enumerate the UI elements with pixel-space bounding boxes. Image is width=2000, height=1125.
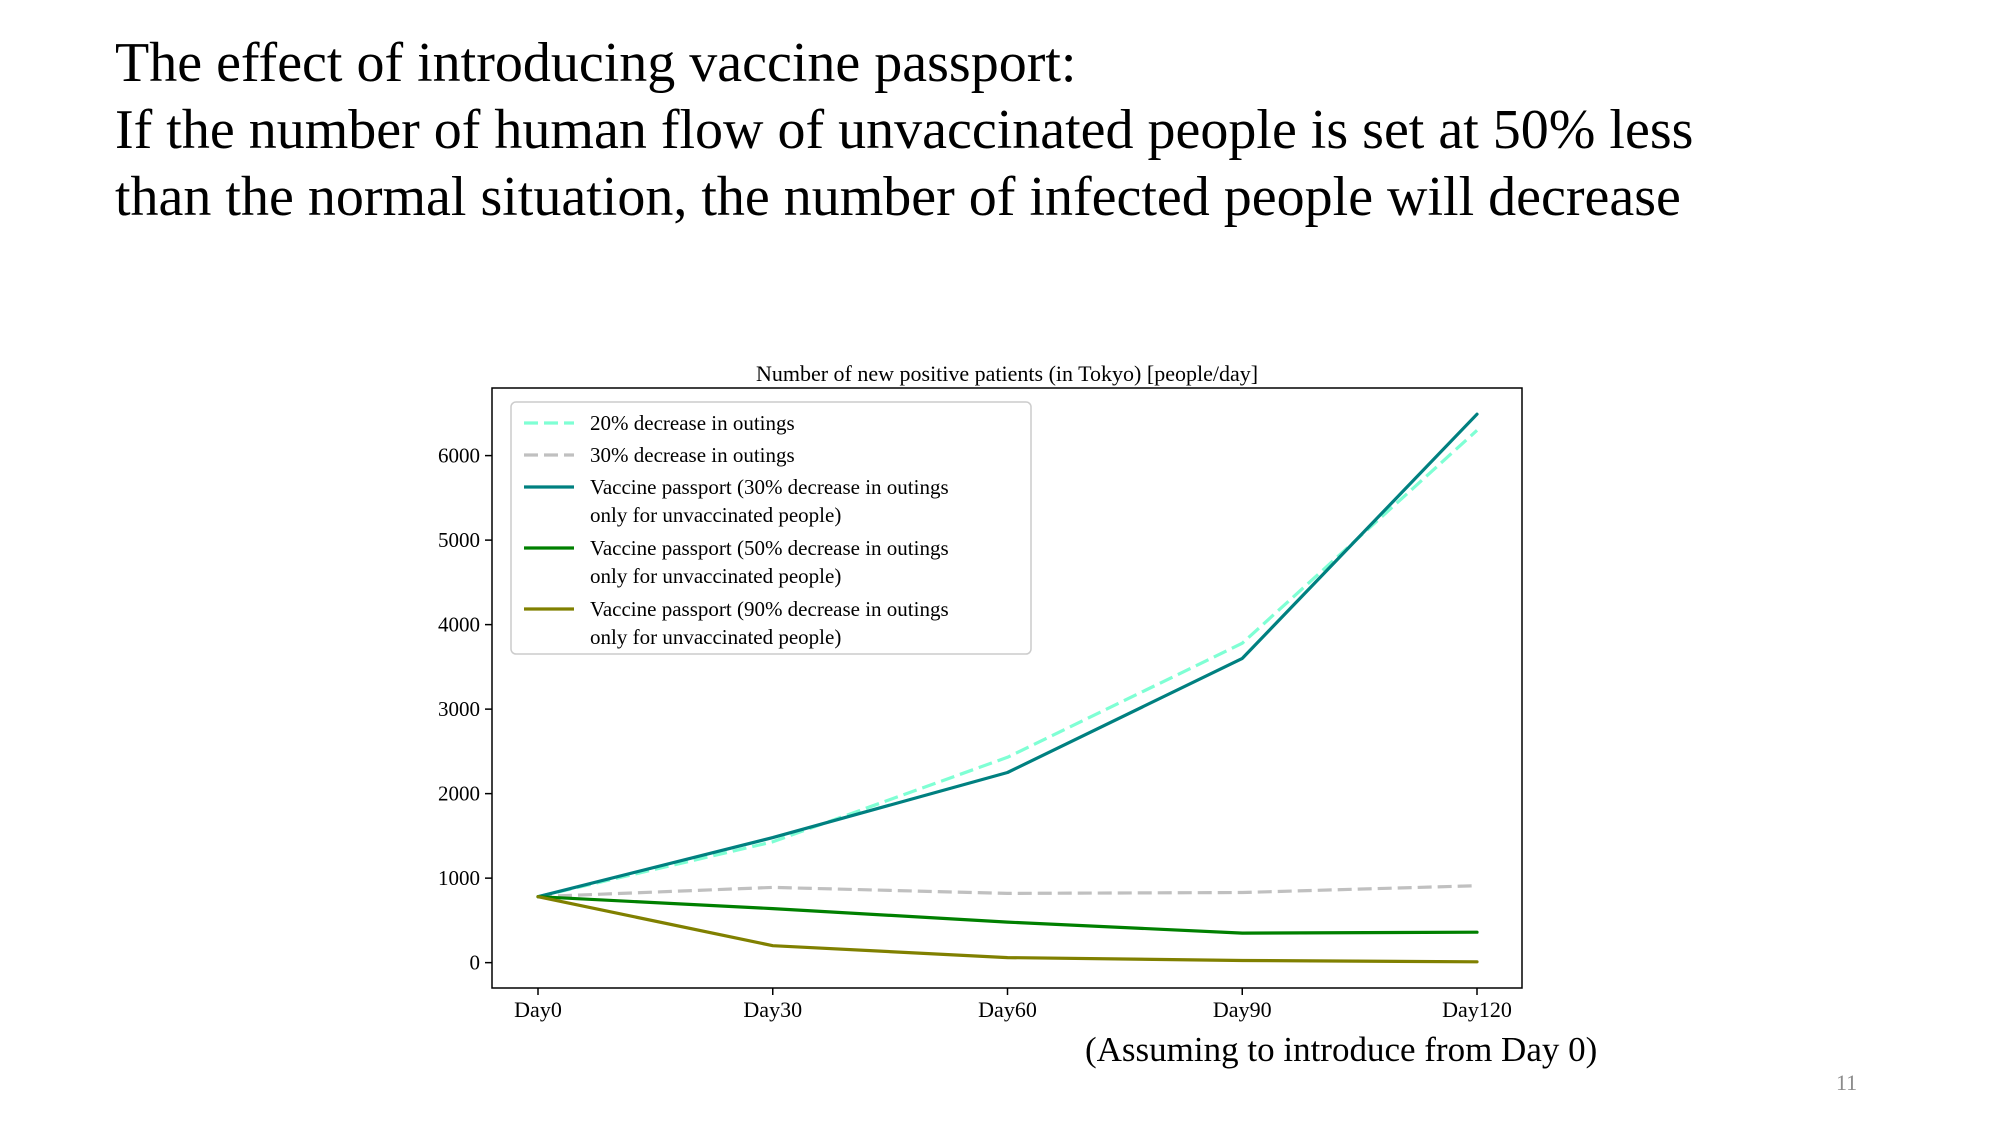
legend-label-3: only for unvaccinated people) bbox=[590, 503, 841, 527]
legend-label-5: only for unvaccinated people) bbox=[590, 625, 841, 649]
slide-title: The effect of introducing vaccine passpo… bbox=[115, 30, 1915, 231]
legend-label-2: 30% decrease in outings bbox=[590, 443, 795, 467]
series-line-2 bbox=[537, 884, 1478, 899]
x-tick-label: Day60 bbox=[978, 997, 1037, 1022]
slide-title-line-3: than the normal situation, the number of… bbox=[115, 166, 1681, 228]
y-tick-label: 4000 bbox=[438, 613, 480, 637]
legend-label-5: Vaccine passport (90% decrease in outing… bbox=[590, 597, 949, 621]
page-number: 11 bbox=[1836, 1070, 1858, 1095]
slide-title-line-2: If the number of human flow of unvaccina… bbox=[115, 99, 1694, 161]
x-tick-label: Day90 bbox=[1213, 997, 1272, 1022]
chart-title: Number of new positive patients (in Toky… bbox=[756, 361, 1258, 386]
x-tick-label: Day120 bbox=[1442, 997, 1512, 1022]
y-tick-label: 3000 bbox=[438, 697, 480, 721]
series-line-5 bbox=[536, 895, 1479, 964]
y-tick-label: 0 bbox=[470, 951, 481, 975]
x-tick-label: Day30 bbox=[743, 997, 802, 1022]
legend-label-1: 20% decrease in outings bbox=[590, 411, 795, 435]
y-tick-label: 1000 bbox=[438, 866, 480, 890]
series-line-4 bbox=[536, 895, 1479, 935]
legend-box bbox=[510, 401, 1032, 655]
y-tick-label: 5000 bbox=[438, 528, 480, 552]
y-tick-label: 6000 bbox=[438, 444, 480, 468]
legend-label-4: Vaccine passport (50% decrease in outing… bbox=[590, 536, 949, 560]
legend-label-3: Vaccine passport (30% decrease in outing… bbox=[590, 475, 949, 499]
y-tick-label: 2000 bbox=[438, 782, 480, 806]
x-tick-label: Day0 bbox=[514, 997, 562, 1022]
legend-label-4: only for unvaccinated people) bbox=[590, 564, 841, 588]
slide-title-line-1: The effect of introducing vaccine passpo… bbox=[115, 32, 1077, 94]
assumption-footnote: (Assuming to introduce from Day 0) bbox=[1085, 1030, 1598, 1069]
